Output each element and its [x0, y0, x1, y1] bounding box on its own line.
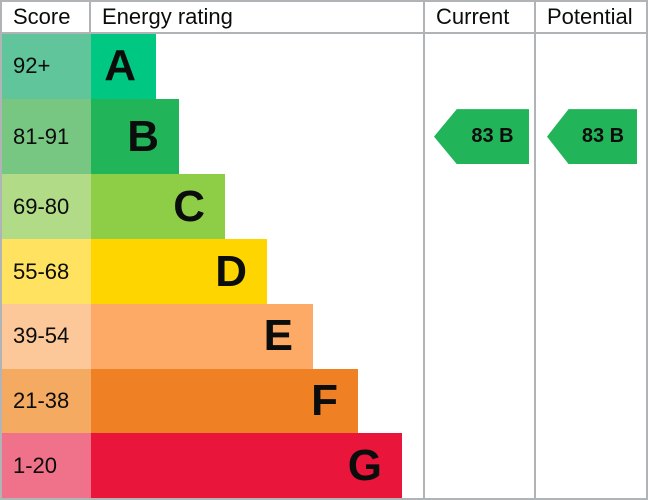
potential-cell — [534, 34, 646, 99]
current-rating-label: 83 B — [471, 125, 514, 148]
potential-cell — [534, 433, 646, 499]
potential-cell — [534, 174, 646, 240]
band-letter: C — [173, 181, 205, 231]
header-row: Score Energy rating Current Potential — [2, 2, 646, 34]
band-e-bar: E — [91, 303, 313, 369]
potential-rating-arrow: 83 B — [547, 109, 637, 165]
band-letter: A — [104, 41, 136, 91]
potential-cell: 83 B — [534, 98, 646, 175]
potential-cell — [534, 368, 646, 434]
band-row-f: 21-38 F — [2, 368, 646, 434]
current-cell — [423, 34, 534, 99]
band-b-bar: B — [91, 98, 179, 175]
band-row-e: 39-54 E — [2, 303, 646, 369]
score-range: 55-68 — [2, 239, 91, 304]
band-row-g: 1-20 G — [2, 433, 646, 499]
current-cell — [423, 433, 534, 499]
band-bar-cell: D — [91, 239, 423, 304]
current-cell — [423, 174, 534, 240]
score-range: 81-91 — [2, 98, 91, 175]
band-row-a: 92+ A — [2, 34, 646, 99]
band-g-bar: G — [91, 433, 402, 499]
band-letter: D — [215, 246, 247, 296]
band-letter: E — [263, 311, 293, 361]
band-bar-cell: E — [91, 303, 423, 369]
band-bar-cell: C — [91, 174, 423, 240]
band-letter: G — [347, 440, 382, 490]
potential-rating-label: 83 B — [581, 125, 625, 148]
band-f-bar: F — [91, 368, 358, 434]
score-range: 69-80 — [2, 174, 91, 240]
score-range: 39-54 — [2, 303, 91, 369]
band-letter: B — [127, 111, 159, 161]
band-row-b: 81-91 B 83 B 83 B — [2, 98, 646, 175]
band-c-bar: C — [91, 174, 225, 240]
current-cell — [423, 368, 534, 434]
score-range: 21-38 — [2, 368, 91, 434]
current-rating-arrow: 83 B — [434, 109, 529, 165]
band-bar-cell: G — [91, 433, 423, 499]
header-score: Score — [2, 2, 91, 34]
band-bar-cell: B — [91, 98, 423, 175]
header-potential: Potential — [534, 2, 646, 34]
current-cell: 83 B — [423, 98, 534, 175]
potential-cell — [534, 239, 646, 304]
band-row-c: 69-80 C — [2, 174, 646, 240]
current-cell — [423, 239, 534, 304]
band-a-bar: A — [91, 34, 156, 99]
header-energy-rating: Energy rating — [91, 2, 423, 34]
current-cell — [423, 303, 534, 369]
band-d-bar: D — [91, 239, 267, 304]
band-row-d: 55-68 D — [2, 239, 646, 304]
potential-cell — [534, 303, 646, 369]
band-bar-cell: F — [91, 368, 423, 434]
band-letter: F — [311, 375, 338, 425]
header-current: Current — [423, 2, 534, 34]
score-range: 1-20 — [2, 433, 91, 499]
score-range: 92+ — [2, 34, 91, 99]
band-bar-cell: A — [91, 34, 423, 99]
